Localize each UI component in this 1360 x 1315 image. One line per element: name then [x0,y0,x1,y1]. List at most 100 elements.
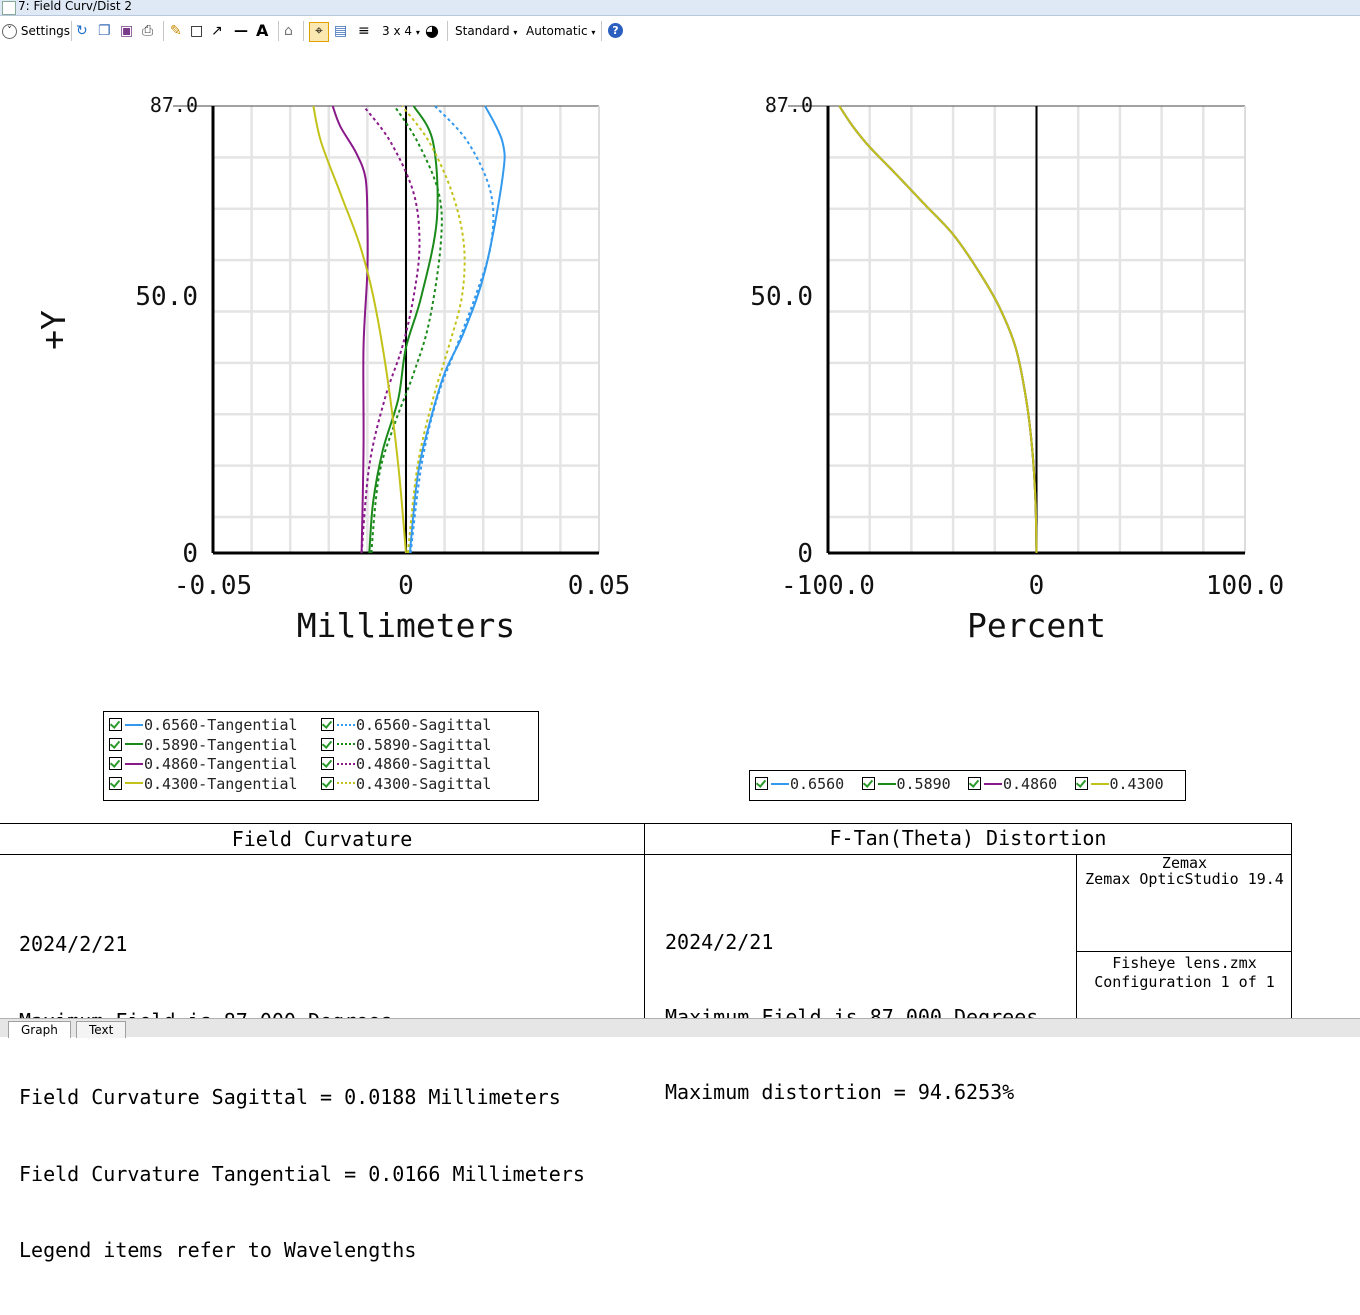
legend-item[interactable]: 0.4300 [1074,775,1164,794]
field-curvature-title: Field Curvature [0,824,645,855]
clock-icon[interactable]: ◕ [425,21,439,40]
checkbox-icon[interactable] [109,737,122,751]
file-name: Fisheye lens.zmx [1112,954,1257,972]
arrow-icon[interactable]: ↗ [211,23,223,39]
copy-icon[interactable]: ❐ [98,23,111,39]
tab-graph[interactable]: Graph [8,1021,71,1038]
refresh-icon[interactable]: ↻ [76,23,88,39]
standard-label: Standard [455,24,510,38]
y-tick-label: 0 [797,539,813,569]
y-tick-label: 50.0 [750,282,813,312]
standard-dropdown[interactable]: Standard ▾ [455,22,517,40]
window-icon [2,1,16,15]
legend-label: 0.6560 [790,775,845,793]
rectangle-icon[interactable]: □ [190,23,204,39]
print-icon[interactable]: ⎙ [142,23,154,39]
pencil-icon[interactable]: ✎ [170,23,182,39]
crosshair-icon[interactable]: ⌖ [309,22,329,42]
legend-item[interactable]: 0.5890 [861,775,951,794]
line-icon[interactable]: — [234,23,248,39]
product-name: Zemax OpticStudio 19.4 [1085,870,1284,888]
series-line-0-4300-sagittal [401,105,466,554]
info-sagittal: Field Curvature Sagittal = 0.0188 Millim… [19,1085,561,1109]
y-tick-label: 87.0 [765,93,813,117]
window-icon[interactable]: ▤ [334,23,348,39]
layers-icon[interactable]: ≡ [358,23,370,39]
checkbox-icon[interactable] [321,776,334,790]
legend-label: 0.5890-Tangential [144,735,298,754]
series-line-0-4860-sagittal [360,105,421,554]
legend-item[interactable]: 0.4300-Sagittal [321,775,491,794]
dropdown-arrow-icon: ▾ [415,28,420,37]
legend-swatch [337,743,355,745]
legend-swatch [337,723,355,726]
series-line-0-6560-tangential [408,105,506,554]
legend-label: 0.4860-Tangential [144,755,298,773]
y-tick-label: 50.0 [135,282,198,312]
checkbox-icon[interactable] [109,757,122,770]
x-tick-label: 0 [1029,571,1045,601]
checkbox-icon[interactable] [109,776,122,790]
y-tick-label: 87.0 [150,93,198,117]
legend-swatch [984,782,1002,785]
legend-swatch [1090,782,1109,785]
configuration: Configuration 1 of 1 [1094,973,1275,991]
x-tick-label: -0.05 [174,571,252,601]
legend-label: 0.4300-Tangential [144,774,298,793]
title-block: Zemax Zemax OpticStudio 19.4 Fisheye len… [1076,855,1292,1019]
series-line-0-4300 [838,105,1038,554]
legend-item[interactable]: 0.5890-Tangential [109,736,298,755]
legend-label: 0.6560-Tangential [144,716,298,734]
legend-item[interactable]: 0.6560-Tangential [109,716,298,735]
text-icon[interactable]: A [256,21,269,40]
legend-swatch [125,723,143,726]
info-tangential: Field Curvature Tangential = 0.0166 Mill… [19,1161,585,1186]
automatic-dropdown[interactable]: Automatic ▾ [526,22,595,40]
lock-icon[interactable]: ⌂ [284,23,293,39]
legend-item[interactable]: 0.6560-Sagittal [321,716,491,735]
bottom-tab-bar: Graph Text [0,1018,1360,1038]
toolbar-separator [163,21,164,41]
info-date: 2024/2/21 [19,932,128,956]
toolbar-separator [278,21,279,41]
layout-dropdown[interactable]: 3 x 4 ▾ [382,22,420,40]
checkbox-icon[interactable] [861,777,875,790]
checkbox-icon[interactable] [755,777,768,790]
legend-item[interactable]: 0.6560 [755,775,844,794]
legend-swatch [771,782,789,785]
legend-swatch [337,762,355,765]
x-tick-label: 0.05 [568,571,631,601]
series-line-0-6560-sagittal [409,105,495,554]
chevron-down-circle-icon: ˅ [2,24,17,39]
legend-item[interactable]: 0.4860-Sagittal [321,755,491,774]
checkbox-icon[interactable] [321,718,334,731]
checkbox-icon[interactable] [968,777,981,790]
tab-text[interactable]: Text [76,1021,127,1038]
x-axis-label: Percent [967,606,1106,645]
checkbox-icon[interactable] [1074,777,1088,790]
save-icon[interactable]: ▣ [120,23,134,39]
legend-item[interactable]: 0.4300-Tangential [109,775,298,794]
checkbox-icon[interactable] [109,718,122,731]
settings-button[interactable]: ˅ Settings [2,22,70,40]
series-line-0-4300-tangential [312,105,407,554]
field-curvature-info: Field Curvature 2024/2/21 Maximum Field … [0,823,646,1262]
y-axis-label: +Y [34,310,73,350]
info-max-distortion: Maximum distortion = 94.6253% [665,1080,1015,1104]
settings-label: Settings [20,24,71,38]
x-tick-label: 0 [398,571,414,601]
checkbox-icon[interactable] [321,757,334,770]
automatic-label: Automatic [526,24,588,38]
legend-label: 0.4300 [1109,775,1164,793]
legend-item[interactable]: 0.4860 [968,775,1057,794]
toolbar-separator [447,21,448,41]
toolbar-separator [71,21,72,41]
checkbox-icon[interactable] [321,737,334,751]
legend-label: 0.5890 [896,775,951,793]
toolbar-separator [601,21,602,41]
help-icon[interactable]: ? [608,23,623,38]
legend-item[interactable]: 0.4860-Tangential [109,755,298,774]
window-title: 7: Field Curv/Dist 2 [18,0,133,13]
legend-item[interactable]: 0.5890-Sagittal [321,736,491,755]
